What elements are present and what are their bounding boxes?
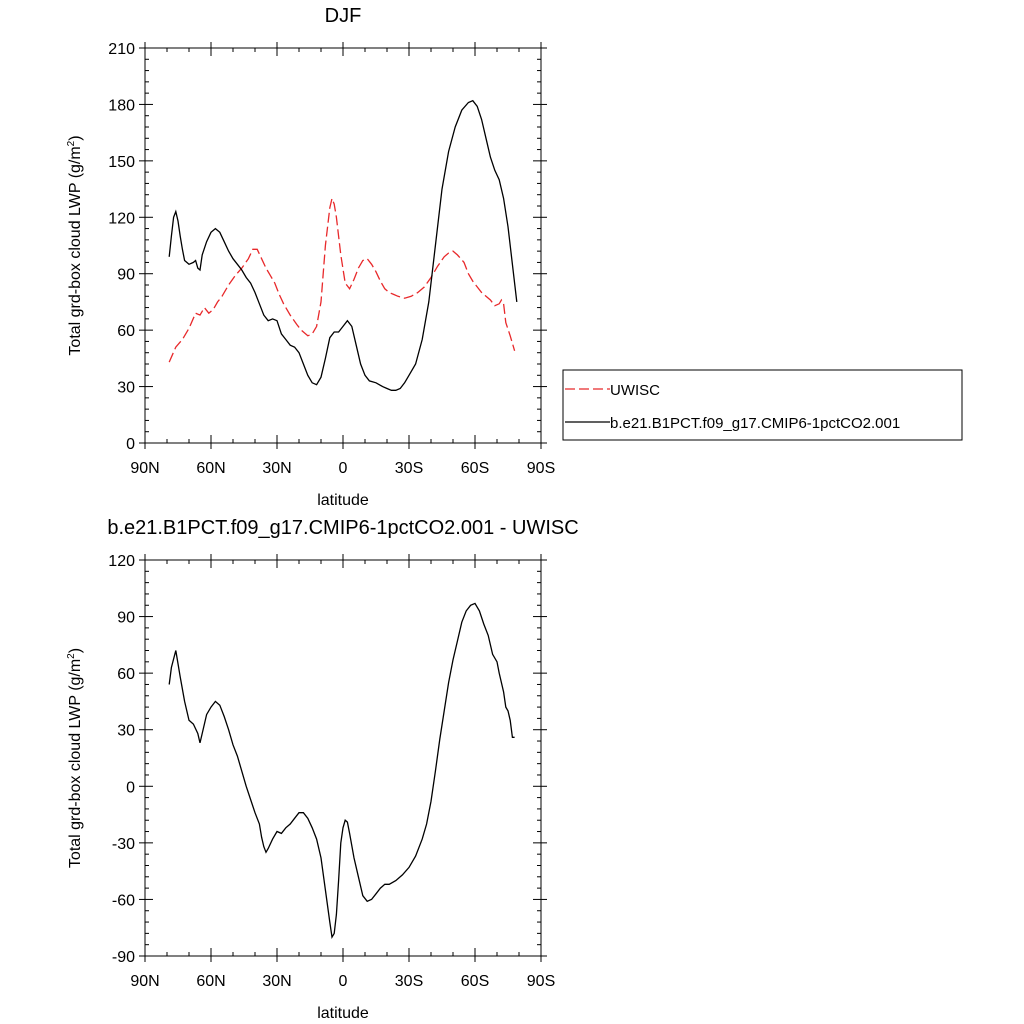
y-axis-label: Total grd-box cloud LWP (g/m2): [66, 135, 84, 355]
y-tick-label: -60: [112, 892, 135, 909]
legend-label-model: b.e21.B1PCT.f09_g17.CMIP6-1pctCO2.001: [610, 415, 900, 432]
x-tick-label: 30S: [395, 973, 423, 990]
x-tick-label: 60N: [196, 460, 225, 477]
x-tick-label: 90N: [130, 973, 159, 990]
y-axis-label-close: ): [67, 135, 84, 140]
series-line-0-1: [168, 99, 518, 391]
y-axis-label-text: Total grd-box cloud LWP (g/m: [67, 659, 84, 868]
y-axis-label-close: ): [67, 648, 84, 653]
x-tick-label: 30N: [262, 973, 291, 990]
x-tick-label: 30S: [395, 460, 423, 477]
x-tick-label: 60S: [461, 973, 489, 990]
y-axis-label: Total grd-box cloud LWP (g/m2): [66, 648, 84, 868]
y-tick-label: 120: [108, 553, 135, 570]
legend-label-uwisc: UWISC: [610, 382, 660, 399]
x-axis-label: latitude: [317, 492, 369, 509]
x-tick-label: 90N: [130, 460, 159, 477]
y-tick-label: 90: [117, 610, 135, 627]
y-tick-label: -30: [112, 836, 135, 853]
chart-title: DJF: [325, 5, 362, 27]
y-tick-label: 60: [117, 323, 135, 340]
bottom-chart-difference: b.e21.B1PCT.f09_g17.CMIP6-1pctCO2.001 - …: [66, 517, 579, 1022]
top-chart-djf: DJF 90N 60N 30N 0 30S 60S 90S 0 30 60 90 120 150 180 21…: [66, 5, 555, 509]
y-tick-label: 30: [117, 723, 135, 740]
y-axis-label-text: Total grd-box cloud LWP (g/m: [67, 146, 84, 355]
series-line-0-0: [168, 196, 516, 363]
x-axis-label: latitude: [317, 1005, 369, 1022]
x-tick-label: 60N: [196, 973, 225, 990]
y-tick-label: 90: [117, 267, 135, 284]
y-tick-label: 180: [108, 97, 135, 114]
series-line-1-0: [168, 602, 515, 940]
y-tick-label: 0: [126, 436, 135, 453]
x-tick-label: 90S: [527, 460, 555, 477]
y-axis-label-superscript: 2: [66, 653, 77, 659]
y-tick-label: 60: [117, 666, 135, 683]
x-tick-label: 60S: [461, 460, 489, 477]
x-tick-label: 0: [339, 460, 348, 477]
x-tick-label: 90S: [527, 973, 555, 990]
y-tick-label: 150: [108, 154, 135, 171]
plot-frame: [144, 47, 542, 444]
y-axis-label-superscript: 2: [66, 140, 77, 146]
y-tick-label: 30: [117, 380, 135, 397]
x-tick-label: 30N: [262, 460, 291, 477]
y-tick-label: 0: [126, 779, 135, 796]
y-tick-label: 210: [108, 41, 135, 58]
legend: UWISC b.e21.B1PCT.f09_g17.CMIP6-1pctCO2.…: [562, 369, 963, 441]
y-tick-label: 120: [108, 210, 135, 227]
legend-box: [562, 369, 963, 441]
x-tick-label: 0: [339, 973, 348, 990]
y-tick-label: -90: [112, 949, 135, 966]
chart-title: b.e21.B1PCT.f09_g17.CMIP6-1pctCO2.001 - …: [107, 517, 578, 539]
